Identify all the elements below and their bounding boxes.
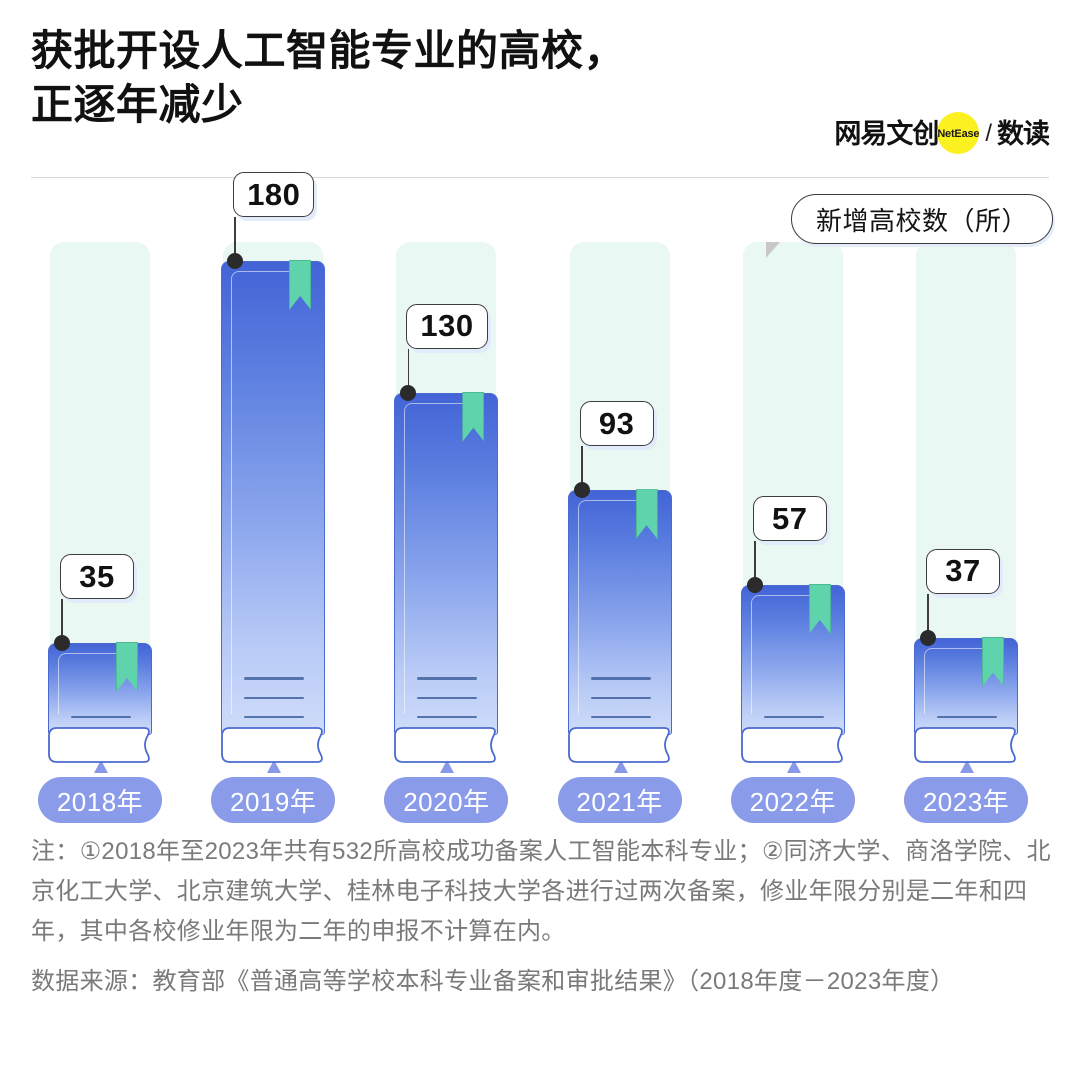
bar-column[interactable]: 180 2019年 bbox=[211, 172, 336, 823]
book-pages bbox=[48, 725, 152, 765]
book-cover-inner-outline bbox=[231, 271, 309, 714]
book-cover-lines bbox=[937, 715, 997, 718]
book-cover-line bbox=[590, 715, 651, 718]
book-cover-line bbox=[937, 715, 997, 718]
year-pointer-icon bbox=[440, 760, 455, 773]
book-cover-line bbox=[763, 715, 824, 718]
value-anchor-dot bbox=[746, 577, 763, 594]
book-cover-line bbox=[244, 677, 305, 680]
value-label: 180 bbox=[233, 172, 315, 217]
book-cover-line bbox=[417, 696, 478, 699]
chart-area: 新增高校数（所） 35 2018年 180 2019年 130 2020年 93 2021年 5… bbox=[0, 172, 1080, 823]
book-pages bbox=[221, 725, 325, 765]
book-bar[interactable] bbox=[562, 480, 678, 765]
book-cover-line bbox=[590, 696, 651, 699]
bar-column[interactable]: 57 2022年 bbox=[730, 178, 855, 823]
yellow-circle-icon bbox=[937, 112, 980, 154]
book-cover-line bbox=[244, 696, 305, 699]
bar-column[interactable]: 37 2023年 bbox=[904, 178, 1028, 823]
book-cover-line bbox=[417, 677, 478, 680]
book-cover-lines bbox=[244, 677, 305, 718]
year-pointer-icon bbox=[786, 760, 801, 773]
bar-columns: 35 2018年 180 2019年 130 2020年 93 2021年 57 2022年 37 2… bbox=[0, 172, 1080, 823]
book-pages bbox=[740, 725, 845, 765]
header: 获批开设人工智能专业的高校， 正逐年减少 网易文创 NetEase / 数读 bbox=[0, 0, 1080, 178]
book-pages bbox=[394, 725, 498, 765]
book-cover-inner-outline bbox=[924, 647, 1001, 714]
year-pointer-icon bbox=[267, 760, 282, 773]
value-anchor-dot bbox=[400, 384, 417, 401]
book-cover bbox=[221, 261, 326, 735]
year-pointer-icon bbox=[613, 760, 628, 773]
value-anchor-dot bbox=[227, 253, 244, 269]
value-anchor-dot bbox=[573, 482, 590, 499]
book-cover-lines bbox=[71, 715, 131, 718]
book-pages bbox=[567, 725, 672, 765]
value-callout-stem bbox=[234, 217, 237, 261]
book-cover bbox=[740, 585, 845, 735]
bar-column[interactable]: 130 2020年 bbox=[384, 178, 509, 823]
year-label-2022年[interactable]: 2022年 bbox=[730, 777, 855, 823]
book-cover-inner-outline bbox=[404, 402, 482, 714]
bar-column[interactable]: 93 2021年 bbox=[557, 178, 682, 823]
year-label-2021年[interactable]: 2021年 bbox=[557, 777, 682, 823]
value-label: 37 bbox=[926, 548, 1000, 594]
book-cover-line bbox=[590, 677, 651, 680]
value-anchor-dot bbox=[54, 635, 70, 651]
book-cover-inner-outline bbox=[750, 595, 828, 714]
book-bar[interactable] bbox=[42, 633, 158, 765]
value-callout-stem bbox=[61, 599, 63, 643]
page-title: 获批开设人工智能专业的高校， 正逐年减少 bbox=[31, 27, 627, 128]
source-text: 数据来源：教育部《普通高等学校本科专业备案和审批结果》（2018年度－2023年… bbox=[31, 968, 955, 995]
netease-wordmark: NetEase bbox=[937, 128, 980, 140]
book-cover-lines bbox=[417, 677, 478, 718]
chart-legend: 新增高校数（所） bbox=[790, 194, 1053, 244]
book-bar[interactable] bbox=[388, 383, 504, 765]
value-label: 57 bbox=[752, 496, 827, 542]
value-label: 93 bbox=[579, 401, 654, 447]
year-label-2018年[interactable]: 2018年 bbox=[38, 777, 162, 823]
book-bar[interactable] bbox=[215, 251, 331, 765]
book-bar[interactable] bbox=[735, 575, 851, 765]
brand-left-text: 网易文创 bbox=[834, 118, 939, 149]
value-callout-stem bbox=[580, 446, 583, 491]
note-text: 注：①2018年至2023年共有532所高校成功备案人工智能本科专业；②同济大学… bbox=[31, 838, 1051, 945]
book-cover-inner-outline bbox=[577, 500, 655, 714]
brand-right-text: 数读 bbox=[997, 118, 1050, 149]
brand-logo: 网易文创 NetEase / 数读 bbox=[834, 112, 1050, 156]
book-pages bbox=[914, 725, 1018, 765]
year-label-2020年[interactable]: 2020年 bbox=[384, 777, 509, 823]
value-callout-stem bbox=[927, 593, 929, 638]
year-label-2019年[interactable]: 2019年 bbox=[211, 777, 336, 823]
legend-tail-icon bbox=[766, 242, 780, 258]
value-label: 130 bbox=[406, 303, 488, 349]
value-label: 35 bbox=[60, 554, 134, 599]
book-cover bbox=[394, 392, 499, 735]
value-callout-stem bbox=[754, 541, 756, 586]
brand-separator: / bbox=[985, 120, 992, 147]
header-divider bbox=[31, 177, 1049, 178]
book-cover-line bbox=[417, 715, 478, 718]
bar-column[interactable]: 35 2018年 bbox=[38, 178, 162, 823]
value-callout-stem bbox=[407, 348, 410, 393]
year-pointer-icon bbox=[94, 760, 108, 773]
book-cover-line bbox=[244, 715, 305, 718]
year-label-2023年[interactable]: 2023年 bbox=[904, 777, 1028, 823]
netease-badge-icon: NetEase bbox=[935, 112, 981, 156]
book-cover-lines bbox=[763, 715, 824, 718]
value-anchor-dot bbox=[920, 629, 936, 646]
notes-section: 注：①2018年至2023年共有532所高校成功备案人工智能本科专业；②同济大学… bbox=[31, 832, 1051, 1002]
book-cover-line bbox=[71, 715, 131, 718]
book-cover-lines bbox=[590, 677, 651, 718]
year-pointer-icon bbox=[960, 760, 974, 773]
book-cover-inner-outline bbox=[58, 653, 135, 714]
book-bar[interactable] bbox=[908, 628, 1024, 765]
